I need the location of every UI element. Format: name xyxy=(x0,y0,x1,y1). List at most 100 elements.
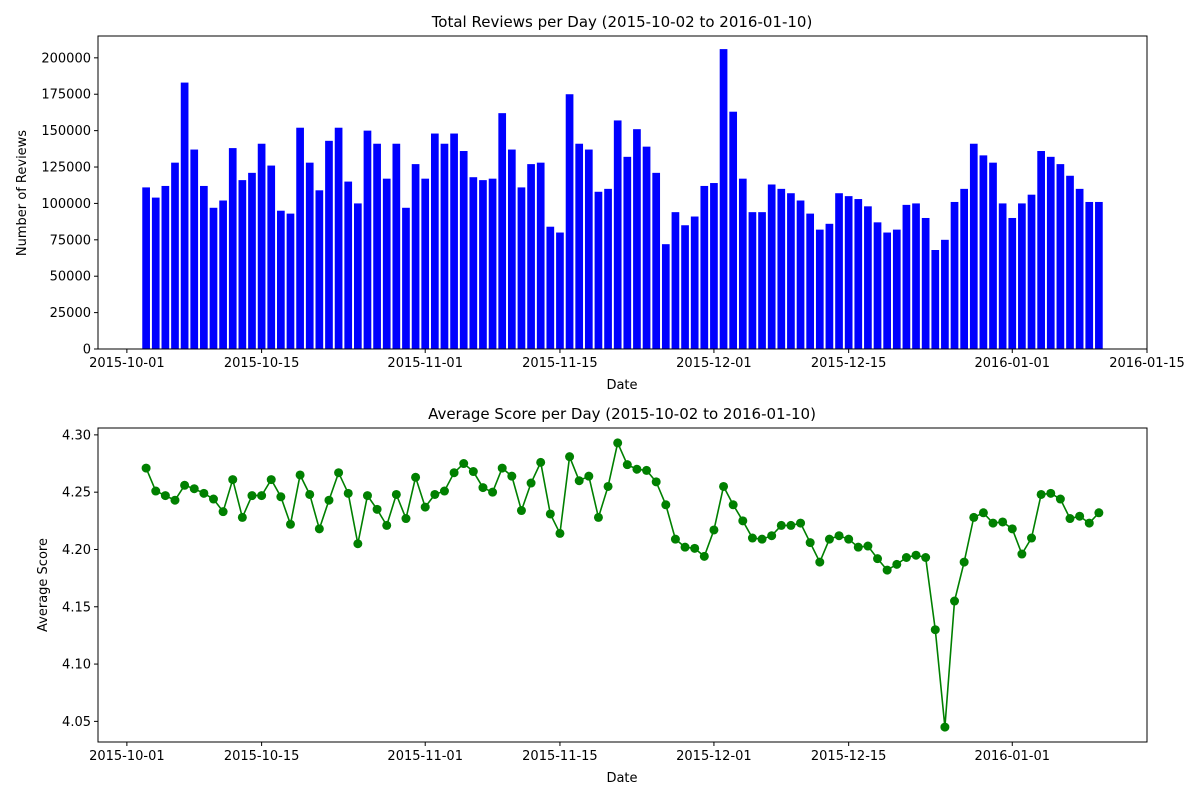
score-line-chart: Average Score per Day (2015-10-02 to 201… xyxy=(36,405,1148,786)
bar xyxy=(373,143,381,349)
bar xyxy=(623,156,632,349)
reviews-bar-chart: Total Reviews per Day (2015-10-02 to 201… xyxy=(15,13,1185,393)
bar xyxy=(430,133,439,349)
bar xyxy=(1095,201,1103,349)
bar xyxy=(642,146,651,349)
bar xyxy=(796,200,805,349)
data-point xyxy=(1075,511,1085,521)
data-point xyxy=(853,542,863,552)
data-point xyxy=(237,512,247,522)
bar xyxy=(681,225,689,349)
bar xyxy=(469,177,478,349)
data-point xyxy=(776,520,786,530)
x-tick-label: 2015-10-01 xyxy=(89,356,165,371)
data-point xyxy=(670,534,680,544)
bar xyxy=(363,130,372,349)
data-point xyxy=(988,518,998,528)
x-tick-label: 2015-12-01 xyxy=(676,749,752,764)
bar xyxy=(584,149,593,349)
bar xyxy=(1046,156,1055,349)
y-tick-label: 4.25 xyxy=(62,486,91,501)
data-point xyxy=(642,465,652,475)
data-point xyxy=(295,470,305,480)
y-axis-label: Number of Reviews xyxy=(15,130,30,256)
bar xyxy=(517,187,526,349)
data-point xyxy=(719,481,729,491)
bar xyxy=(151,197,160,349)
bar xyxy=(700,185,709,349)
data-point xyxy=(247,491,257,501)
data-point xyxy=(690,543,700,553)
bar xyxy=(142,187,150,349)
data-point xyxy=(151,486,161,496)
bar xyxy=(787,193,795,349)
data-point xyxy=(1046,488,1056,498)
bar xyxy=(228,148,237,349)
data-point xyxy=(882,565,892,575)
bar xyxy=(613,120,622,349)
data-point xyxy=(420,502,430,512)
data-point xyxy=(468,467,478,477)
data-point xyxy=(767,531,777,541)
bar xyxy=(277,210,285,349)
bar xyxy=(1027,194,1036,349)
data-point xyxy=(786,520,796,530)
data-point xyxy=(141,463,151,473)
data-point xyxy=(362,491,372,501)
data-point xyxy=(940,722,950,732)
bar xyxy=(652,172,661,349)
x-tick-label: 2016-01-15 xyxy=(1109,356,1185,371)
data-point xyxy=(796,518,806,528)
data-point xyxy=(950,596,960,606)
x-tick-label: 2015-11-01 xyxy=(387,749,463,764)
bar xyxy=(873,222,882,349)
bar xyxy=(835,193,843,349)
data-point xyxy=(353,539,363,549)
data-point xyxy=(488,487,498,497)
data-point xyxy=(873,554,883,564)
data-point xyxy=(834,531,844,541)
bar xyxy=(536,162,545,349)
y-tick-label: 75000 xyxy=(50,233,91,248)
data-point xyxy=(661,500,671,510)
x-tick-label: 2015-11-15 xyxy=(522,356,598,371)
data-point xyxy=(449,468,459,478)
data-point xyxy=(228,475,238,485)
bar xyxy=(1037,151,1045,349)
bar xyxy=(344,181,353,349)
ticks: 2015-10-01 2015-10-15 2015-11-01 2015-11-15… xyxy=(62,428,1050,764)
bar xyxy=(854,199,863,349)
bar xyxy=(527,164,535,349)
bar xyxy=(748,212,757,349)
data-point xyxy=(969,512,979,522)
bar xyxy=(353,203,362,349)
x-tick-label: 2015-11-15 xyxy=(522,749,598,764)
bar xyxy=(286,213,295,349)
bar xyxy=(382,178,391,349)
bar xyxy=(941,239,949,349)
data-point xyxy=(555,528,565,538)
data-point xyxy=(391,489,401,499)
data-point xyxy=(651,477,661,487)
data-point xyxy=(844,534,854,544)
y-tick-label: 175000 xyxy=(41,88,91,103)
data-point xyxy=(747,533,757,543)
bar xyxy=(507,149,516,349)
data-point xyxy=(699,551,709,561)
bar xyxy=(565,94,574,349)
bar xyxy=(190,149,199,349)
bar xyxy=(450,133,458,349)
data-point xyxy=(565,452,575,462)
data-point xyxy=(709,525,719,535)
bar xyxy=(998,203,1007,349)
bar xyxy=(912,203,920,349)
bar xyxy=(738,178,747,349)
bar xyxy=(969,143,978,349)
line-series xyxy=(141,438,1104,732)
data-point xyxy=(815,557,825,567)
y-tick-label: 125000 xyxy=(41,161,91,176)
data-point xyxy=(892,559,902,569)
data-point xyxy=(921,552,931,562)
data-point xyxy=(593,512,603,522)
chart-title: Average Score per Day (2015-10-02 to 201… xyxy=(428,405,816,423)
